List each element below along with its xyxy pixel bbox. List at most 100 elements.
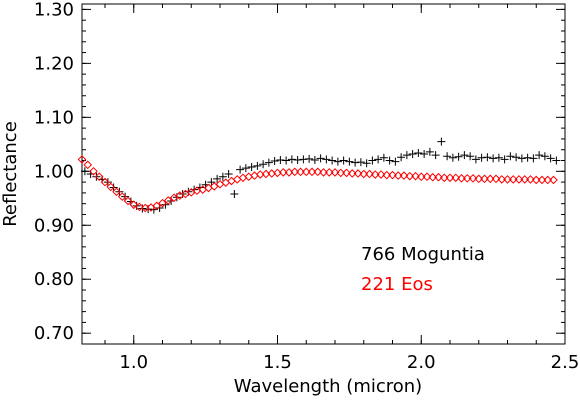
eos-point	[83, 160, 93, 170]
eos-point	[497, 175, 507, 184]
moguntia-point	[517, 154, 526, 163]
moguntia-point	[546, 154, 555, 163]
moguntia-point	[425, 147, 434, 156]
moguntia-point	[339, 156, 348, 165]
eos-point	[158, 198, 167, 208]
moguntia-point	[506, 152, 515, 161]
moguntia-point	[460, 151, 469, 160]
eos-point	[462, 174, 472, 183]
moguntia-point	[247, 162, 256, 171]
eos-point	[89, 166, 98, 176]
moguntia-point	[293, 155, 302, 164]
moguntia-point	[264, 158, 273, 167]
moguntia-point	[512, 153, 521, 162]
moguntia-point	[115, 187, 124, 196]
eos-point	[485, 174, 495, 184]
moguntia-point	[230, 189, 239, 198]
moguntia-point	[397, 153, 406, 162]
eos-point	[250, 171, 259, 180]
eos-point	[94, 172, 104, 182]
moguntia-point	[391, 157, 400, 166]
moguntia-point	[333, 157, 342, 166]
moguntia-point	[500, 155, 509, 164]
eos-point	[353, 169, 363, 178]
moguntia-point	[103, 178, 112, 187]
moguntia-point	[477, 153, 486, 162]
moguntia-point	[224, 170, 233, 178]
eos-point	[445, 173, 455, 183]
eos-point	[531, 175, 541, 185]
eos-point	[100, 177, 110, 187]
moguntia-point	[535, 151, 544, 160]
moguntia-point	[305, 154, 314, 163]
eos-point	[347, 169, 357, 178]
moguntia-point	[310, 155, 319, 164]
y-tick-label: 0.90	[34, 215, 74, 236]
y-tick-label: 1.30	[34, 0, 74, 20]
moguntia-point	[483, 153, 492, 162]
moguntia-point	[92, 172, 101, 181]
moguntia-point	[287, 155, 296, 164]
eos-point	[491, 174, 501, 184]
x-axis-title: Wavelength (micron)	[234, 376, 422, 397]
eos-point	[307, 167, 317, 177]
legend-label-moguntia: 766 Moguntia	[361, 244, 485, 265]
moguntia-point	[431, 151, 440, 160]
moguntia-point	[345, 157, 354, 166]
eos-point	[549, 175, 558, 185]
eos-point	[290, 167, 300, 177]
eos-point	[508, 175, 518, 184]
moguntia-point	[218, 172, 227, 181]
moguntia-point	[385, 156, 394, 165]
eos-point	[393, 171, 403, 180]
eos-point	[278, 168, 288, 177]
moguntia-point	[80, 167, 89, 176]
legend-label-eos: 221 Eos	[361, 274, 433, 295]
y-tick-label: 1.20	[34, 53, 74, 74]
eos-point	[117, 192, 127, 201]
eos-point	[106, 182, 116, 192]
moguntia-point	[299, 155, 308, 164]
eos-point	[301, 167, 311, 177]
moguntia-point	[356, 158, 365, 167]
moguntia-point	[282, 156, 291, 165]
eos-point	[388, 170, 397, 180]
eos-point	[244, 172, 254, 182]
eos-point	[520, 175, 530, 184]
moguntia-point	[494, 153, 503, 162]
plot-frame	[81, 3, 566, 345]
eos-point	[330, 168, 340, 177]
moguntia-point	[374, 155, 383, 164]
eos-point	[359, 169, 369, 179]
eos-point	[428, 172, 438, 182]
eos-point	[422, 172, 432, 182]
eos-point	[434, 172, 443, 182]
eos-point	[135, 202, 144, 212]
y-axis-title: Reflectance	[0, 121, 21, 227]
moguntia-point	[259, 160, 268, 169]
eos-point	[405, 171, 415, 181]
eos-point	[319, 168, 328, 177]
moguntia-point	[471, 155, 480, 164]
eos-point	[468, 174, 478, 183]
eos-point	[439, 173, 449, 183]
eos-point	[123, 196, 133, 206]
eos-point	[370, 170, 380, 179]
data-series	[77, 137, 561, 214]
eos-point	[514, 175, 524, 184]
eos-point	[457, 174, 466, 183]
moguntia-point	[207, 178, 216, 187]
y-tick-label: 0.70	[34, 323, 74, 344]
moguntia-point	[489, 154, 498, 163]
eos-point	[399, 171, 409, 180]
eos-point	[112, 187, 121, 197]
moguntia-point	[529, 154, 538, 163]
moguntia-point	[540, 152, 549, 161]
eos-point	[365, 169, 374, 179]
x-axis: 1.0 1.5 2.0 2.5	[104, 4, 579, 373]
moguntia-point	[368, 156, 377, 165]
moguntia-point	[270, 157, 279, 166]
eos-point	[163, 196, 173, 205]
eos-point	[480, 174, 489, 184]
